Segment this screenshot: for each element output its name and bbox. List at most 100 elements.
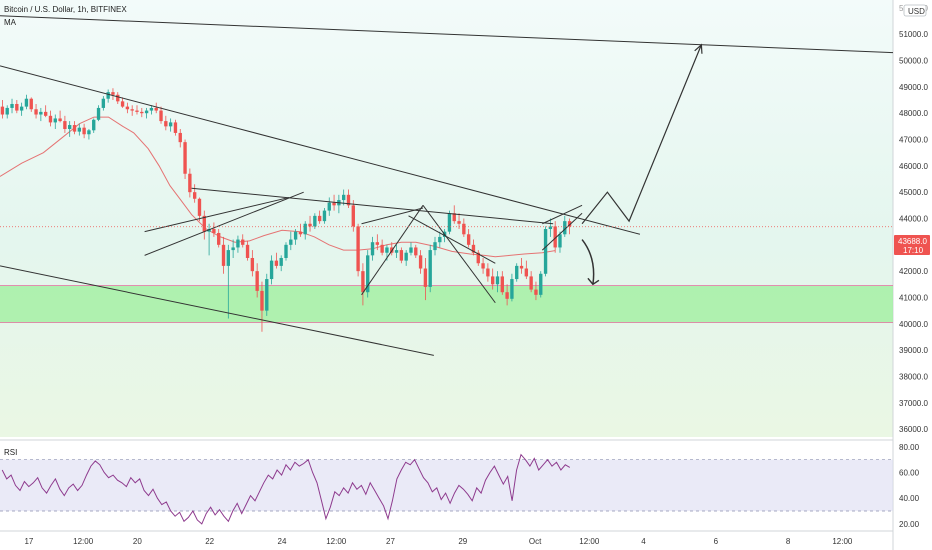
- candle-body: [245, 244, 250, 258]
- candle: [106, 89, 110, 103]
- candle-body: [332, 202, 336, 206]
- rsi-tick-label: 40.00: [899, 494, 920, 503]
- candle: [10, 98, 14, 114]
- candle: [130, 105, 134, 116]
- candle: [202, 210, 206, 240]
- candle: [447, 210, 452, 235]
- candle: [298, 223, 303, 237]
- currency-badge-box[interactable]: [903, 4, 927, 17]
- candle-body: [433, 242, 437, 251]
- candle-body: [269, 260, 274, 280]
- candle: [289, 231, 293, 251]
- currency-badge[interactable]: USD: [908, 7, 925, 16]
- trendline: [0, 265, 434, 356]
- candle: [543, 226, 548, 277]
- candle-body: [486, 268, 490, 277]
- candle-body: [231, 247, 235, 251]
- candle-body: [308, 223, 312, 227]
- candle: [260, 281, 264, 332]
- price-tick-label: 42000.0: [899, 267, 928, 276]
- candle-body: [356, 226, 360, 272]
- candle: [313, 213, 317, 230]
- candle: [245, 240, 250, 261]
- candle: [466, 229, 471, 248]
- candle: [19, 102, 24, 116]
- candle: [293, 229, 298, 245]
- candle-body: [491, 276, 495, 285]
- time-tick-label: 17: [24, 537, 33, 546]
- candle: [77, 123, 81, 136]
- candle-body: [212, 229, 216, 233]
- candle-body: [120, 101, 125, 107]
- time-tick-label: 8: [786, 537, 791, 546]
- candle: [207, 223, 211, 256]
- trendline: [541, 212, 583, 251]
- candle: [29, 97, 33, 112]
- candle-body: [125, 106, 130, 110]
- candle-body: [5, 107, 9, 115]
- candle: [394, 244, 399, 258]
- candle: [226, 244, 231, 319]
- candle-body: [87, 130, 91, 135]
- candle-body: [293, 231, 298, 240]
- candle-body: [394, 250, 399, 253]
- candle: [274, 252, 279, 269]
- candle-body: [284, 244, 288, 258]
- candle: [370, 236, 375, 261]
- candle-body: [217, 232, 221, 245]
- candle-body: [380, 244, 384, 253]
- candle-body: [135, 110, 139, 112]
- chart-title: Bitcoin / U.S. Dollar, 1h, BITFINEX: [4, 5, 127, 14]
- candle-body: [116, 94, 120, 102]
- time-tick-label: Oct: [529, 537, 542, 546]
- candle-body: [500, 276, 504, 293]
- candle: [438, 231, 442, 248]
- last-price-tag-box: [894, 235, 930, 255]
- candle: [250, 250, 255, 277]
- candle-body: [370, 242, 375, 256]
- candle-body: [140, 111, 144, 114]
- candle-body: [58, 118, 62, 122]
- support-zone: [0, 285, 893, 323]
- trendline: [422, 205, 496, 304]
- candle-body: [529, 276, 533, 290]
- candle-body: [481, 263, 485, 269]
- candle-body: [68, 125, 72, 129]
- candle-body: [452, 213, 456, 222]
- candle: [505, 284, 509, 306]
- candle: [212, 222, 216, 237]
- candle-body: [164, 121, 168, 127]
- candle-body: [34, 109, 38, 115]
- candle-body: [0, 106, 5, 115]
- candle: [164, 115, 168, 131]
- candle: [34, 103, 38, 119]
- candle: [92, 118, 96, 133]
- candle-body: [317, 215, 322, 222]
- candle: [356, 223, 360, 277]
- candle: [308, 215, 312, 232]
- candle-body: [72, 125, 77, 132]
- candle: [491, 268, 495, 290]
- candle-body: [385, 247, 389, 253]
- drawings-layer: [0, 15, 894, 356]
- candle-body: [168, 122, 173, 127]
- candle: [418, 250, 423, 274]
- rsi-tick-label: 80.00: [899, 443, 920, 452]
- candle-body: [226, 250, 231, 266]
- candle: [486, 263, 490, 282]
- trendline: [144, 196, 290, 233]
- candle-body: [221, 244, 226, 266]
- candle: [380, 239, 384, 256]
- candle-body: [548, 226, 553, 230]
- candle-body: [24, 98, 29, 107]
- candle: [539, 271, 543, 298]
- candle: [366, 250, 370, 298]
- candle-body: [322, 210, 327, 222]
- candle: [303, 221, 307, 240]
- moving-average-layer: [0, 116, 556, 258]
- candle-body: [303, 223, 307, 235]
- down-arrow: [581, 239, 595, 285]
- time-tick-label: 12:00: [326, 537, 347, 546]
- rsi-tick-label: 60.00: [899, 469, 920, 478]
